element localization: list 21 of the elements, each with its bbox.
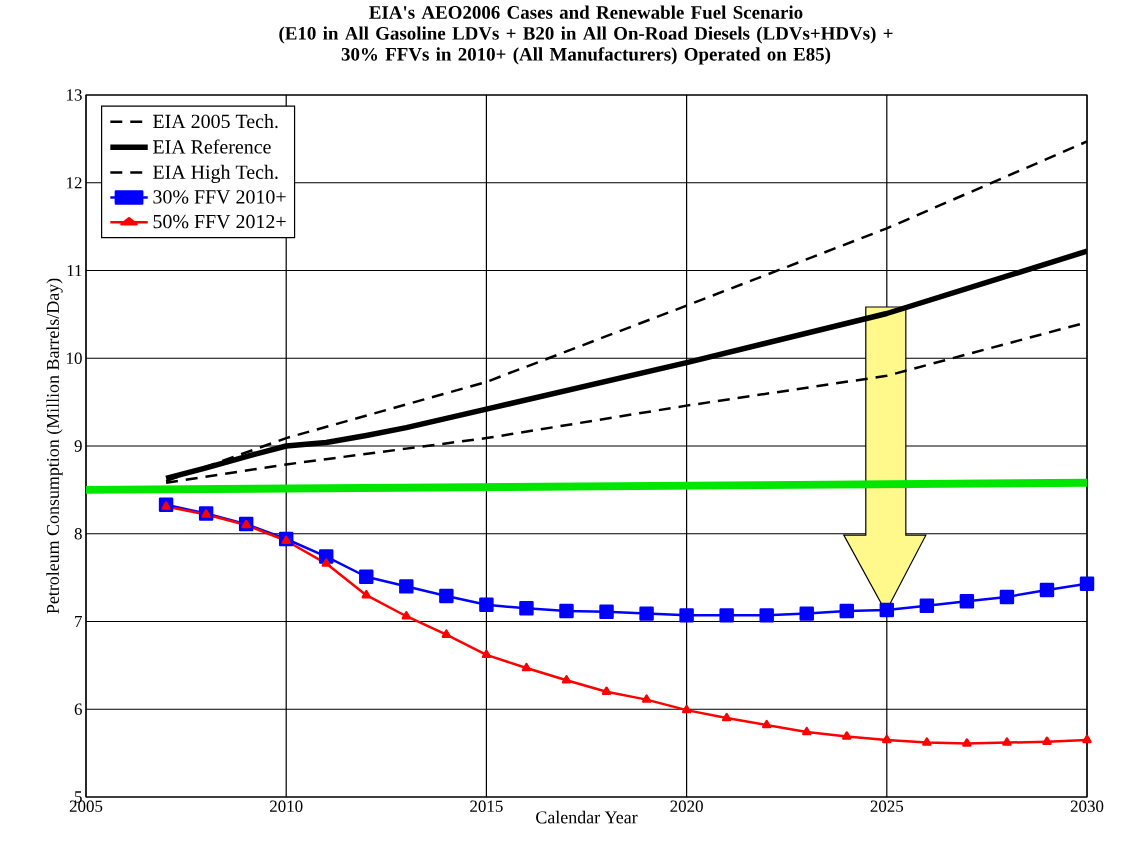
x-tick-label: 2015 (470, 800, 503, 812)
y-tick-label: 10 (67, 352, 82, 364)
y-tick-label: 6 (74, 703, 82, 715)
y-axis-title: Petroleum Consumption (Million Barrels/Day) (46, 278, 63, 614)
legend-label: EIA High Tech. (153, 164, 278, 183)
x-tick-label: 2030 (1070, 800, 1104, 812)
y-tick-label: 8 (74, 528, 82, 540)
legend-label: EIA 2005 Tech. (153, 114, 278, 129)
legend-label: 50% FFV 2012+ (153, 214, 286, 229)
y-tick-label: 12 (67, 177, 82, 189)
legend-label: EIA Reference (153, 139, 271, 154)
y-tick-label: 9 (74, 440, 82, 452)
y-tick-label: 7 (75, 615, 82, 628)
x-tick-label: 2020 (670, 800, 703, 812)
legend-label: 30% FFV 2010+ (153, 190, 286, 204)
x-tick-label: 2010 (270, 800, 303, 812)
y-tick-label: 11 (67, 264, 82, 277)
x-axis-title: Calendar Year (536, 810, 638, 824)
y-tick-label: 13 (67, 89, 82, 101)
chart-title: EIA's AEO2006 Cases and Renewable Fuel Scenario (E10 in All Gasoline LDVs + B20 in All On-Road Diesels (LDVs+HDVs) + 30% FFVs in 2010+ (All Manufacturers) Operated on E85) (279, 5, 893, 65)
x-tick-label: 2025 (870, 800, 904, 812)
